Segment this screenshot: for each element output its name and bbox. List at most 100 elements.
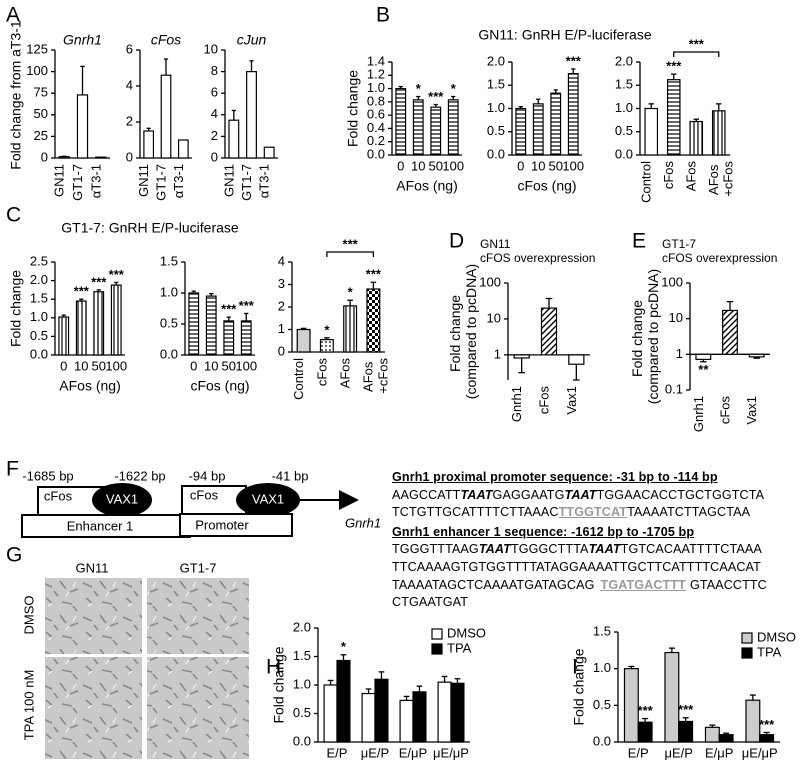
bracket: [673, 51, 720, 57]
legend-swatch: [431, 628, 443, 640]
y-axis-label: Fold change (compared to pcDNA): [447, 264, 479, 399]
chart-title: Gnrh1: [63, 32, 102, 48]
bar: [319, 339, 334, 353]
ellipse: [92, 483, 152, 517]
x-tick-label: 10: [531, 158, 545, 173]
box-label: VAX1: [252, 491, 284, 506]
bar: [95, 156, 107, 159]
bar: [704, 726, 720, 743]
y-tick-label: 25: [34, 128, 48, 143]
x-tick-label: Vax1: [744, 396, 759, 425]
sequence-line: TTCAAAAGTGTGGTTTTATAGGAAAATTGCTTCATTTTCA…: [392, 559, 767, 577]
box: [179, 513, 293, 537]
legend-swatch: [741, 647, 753, 659]
y-tick-label: 1.0: [293, 676, 311, 691]
y-tick-label: 2.0: [30, 272, 48, 287]
bar: [540, 307, 558, 356]
significance-label: ***: [109, 267, 125, 282]
significance-label: ***: [74, 284, 90, 299]
x-tick-label: 100: [105, 358, 127, 373]
y-tick-label: 2.0: [615, 53, 633, 68]
seq: AAGCCATT: [392, 487, 461, 502]
bar: [447, 99, 459, 156]
bar: [513, 354, 530, 359]
y-tick-label: 0.5: [30, 328, 48, 343]
seq: TGGGCTTTA: [510, 542, 589, 557]
y-tick-label: 0.0: [487, 146, 505, 161]
y-tick-label: 0: [211, 149, 218, 164]
y-tick-label: 1.0: [160, 284, 178, 299]
bar: [76, 94, 89, 159]
significance-label: *: [341, 639, 347, 654]
seq: GAGGAATG: [492, 487, 565, 502]
y-tick-label: 0: [126, 149, 133, 164]
significance-label: ***: [638, 703, 654, 718]
significance-label: *: [416, 81, 422, 96]
bracket-label: ***: [343, 236, 359, 251]
bar: [412, 691, 427, 743]
x-tick-label: cFos: [661, 161, 676, 190]
bar: [664, 651, 680, 743]
sequence-line: AAGCCATTTAATGAGGAATGTAATTGGAACACCTGCTGGT…: [392, 487, 767, 505]
x-tick-label: cFos: [314, 358, 329, 387]
bar: [205, 295, 217, 356]
y-tick-label: 4: [278, 253, 285, 268]
bar: [748, 353, 765, 358]
y-tick-label: 0.5: [593, 697, 611, 712]
bar: [160, 74, 172, 159]
box-label: cFos: [190, 487, 219, 502]
row-label: DMSO: [21, 596, 36, 635]
seq: TTCAAAAGTGTGGTTTTATAGGAAAATTGCTTCATTTTCA…: [392, 559, 761, 574]
x-tick-label: 50: [92, 358, 106, 373]
x-tick-label: 0: [397, 158, 404, 173]
x-tick-label: AFos +cFos: [361, 358, 391, 394]
site: TTGGTCAT: [558, 505, 628, 520]
bar: [395, 87, 407, 156]
y-tick-label: 0.2: [367, 133, 385, 148]
sequence-line: TGGGTTTAAGTAATTGGGCTTTATAATTGTCACAATTTTC…: [392, 541, 767, 559]
x-tick-label: αT3-1: [88, 164, 103, 198]
box-label: Promoter: [195, 517, 249, 532]
y-tick-label: 2.0: [293, 619, 311, 634]
panel-heading: GN11: GnRH E/P-luciferase: [478, 27, 651, 43]
x-tick-label: E/P: [327, 745, 348, 760]
y-tick-label: 3: [278, 276, 285, 291]
y-tick-label: 1.5: [615, 77, 633, 92]
bar: [110, 284, 122, 356]
y-tick-label: 100: [661, 274, 683, 289]
bar: [323, 684, 338, 743]
seq: TGTCACAATTTTCTAAA: [620, 542, 762, 557]
bar: [223, 320, 235, 356]
x-tick-label: 100: [562, 158, 584, 173]
panel-label: D: [449, 230, 464, 253]
y-tick-label: 1.4: [367, 53, 385, 68]
x-tick-label: Gnrh1: [691, 396, 706, 432]
y-tick-label: 1.2: [367, 67, 385, 82]
x-tick-label: AFos: [684, 161, 699, 192]
y-axis-label: Fold change: [571, 648, 587, 725]
y-tick-label: 125: [26, 41, 48, 56]
bar: [718, 734, 734, 743]
micrograph: [45, 657, 142, 759]
seq: TGGAACACCTGCTGGTCTA: [596, 487, 765, 502]
y-tick-label: 1.5: [30, 291, 48, 306]
x-tick-label: GN11: [221, 164, 236, 197]
y-tick-label: 0.5: [293, 705, 311, 720]
bar: [567, 73, 579, 156]
y-tick-label: 0.0: [30, 346, 48, 361]
motif: TAAT: [460, 487, 493, 502]
box: [181, 485, 247, 515]
x-tick-label: μE/P: [665, 745, 693, 760]
box-label: Enhancer 1: [67, 518, 134, 533]
seq: TAAAATAGCTCAAAATGATAGCAG: [392, 577, 595, 592]
y-tick-label: 10: [669, 310, 683, 325]
bar: [689, 120, 704, 156]
bar: [188, 292, 200, 356]
y-tick-label: 8: [211, 63, 218, 78]
y-tick-label: 50: [34, 106, 48, 121]
x-tick-label: AFos: [338, 358, 353, 389]
panel-label: I: [572, 656, 578, 679]
significance-label: ***: [678, 702, 694, 717]
